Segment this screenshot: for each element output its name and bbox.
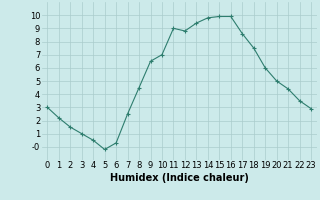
X-axis label: Humidex (Indice chaleur): Humidex (Indice chaleur) (110, 173, 249, 183)
